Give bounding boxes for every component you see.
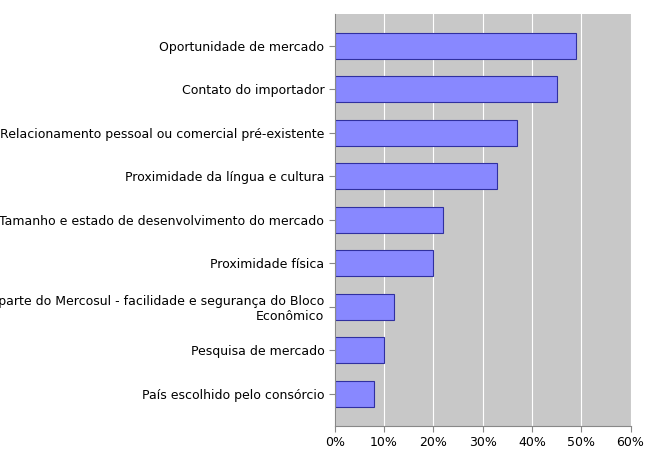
Bar <box>335 381 374 407</box>
Bar <box>335 337 384 363</box>
Bar <box>335 207 443 233</box>
Bar <box>335 33 577 59</box>
Bar <box>335 120 517 146</box>
Bar <box>335 77 556 103</box>
Bar <box>335 163 497 190</box>
Bar <box>335 250 434 277</box>
Bar <box>335 294 394 320</box>
